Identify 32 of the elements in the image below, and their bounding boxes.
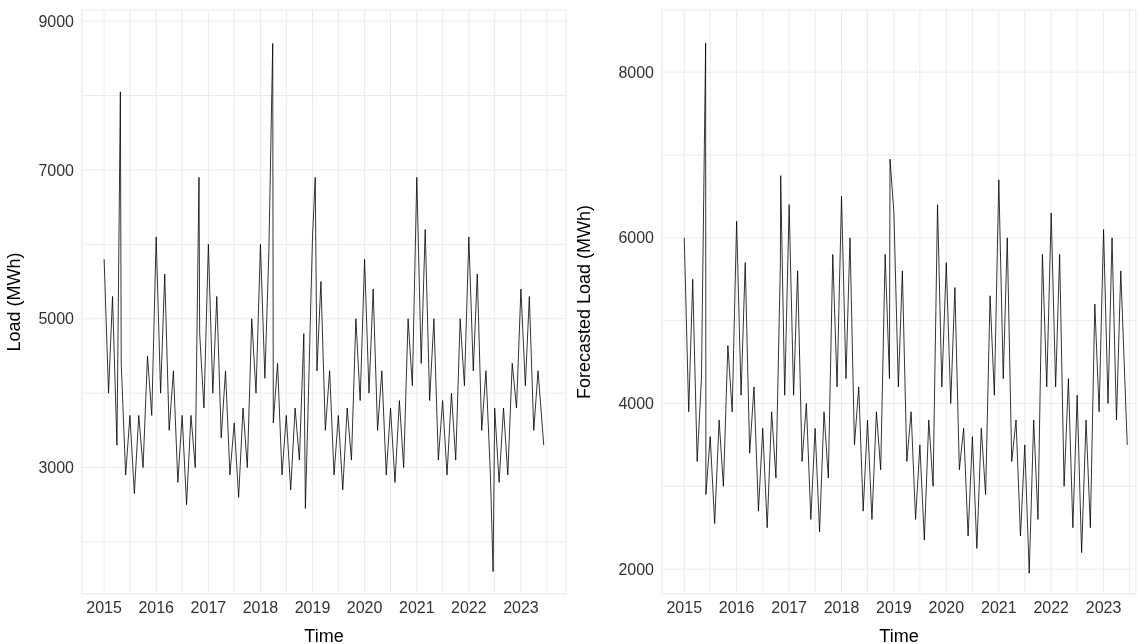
x-tick-label: 2015 — [666, 599, 703, 617]
y-tick-label: 9000 — [38, 12, 75, 30]
y-tick-label: 7000 — [38, 161, 75, 179]
y-tick-label: 5000 — [38, 310, 75, 328]
x-tick-label: 2017 — [190, 599, 227, 617]
x-tick-label: 2021 — [981, 599, 1017, 617]
y-axis-title: Load (MWh) — [4, 252, 25, 352]
x-tick-label: 2023 — [1085, 599, 1122, 617]
y-tick-label: 2000 — [618, 560, 655, 578]
x-tick-label: 2021 — [398, 599, 435, 617]
x-tick-label: 2019 — [294, 599, 331, 617]
y-tick-label: 6000 — [618, 229, 655, 247]
y-tick-label: 8000 — [618, 63, 655, 81]
y-tick-label: 3000 — [38, 459, 75, 477]
line-series — [683, 42, 1128, 574]
x-tick-label: 2019 — [876, 599, 912, 617]
line-series — [103, 43, 545, 573]
x-tick-label: 2022 — [1033, 599, 1070, 617]
x-tick-label: 2020 — [928, 599, 965, 617]
x-tick-label: 2018 — [242, 599, 279, 617]
x-tick-label: 2017 — [771, 599, 808, 617]
x-tick-label: 2020 — [346, 599, 383, 617]
x-tick-label: 2022 — [451, 599, 487, 617]
x-tick-label: 2016 — [138, 599, 175, 617]
y-axis-title: Forecasted Load (MWh) — [574, 204, 595, 400]
x-tick-label: 2018 — [823, 599, 860, 617]
x-tick-label: 2023 — [503, 599, 539, 617]
x-axis-title: Time — [304, 626, 344, 644]
x-tick-label: 2016 — [718, 599, 755, 617]
y-tick-label: 4000 — [618, 395, 655, 413]
x-axis-title: Time — [879, 626, 919, 644]
x-tick-label: 2015 — [86, 599, 123, 617]
